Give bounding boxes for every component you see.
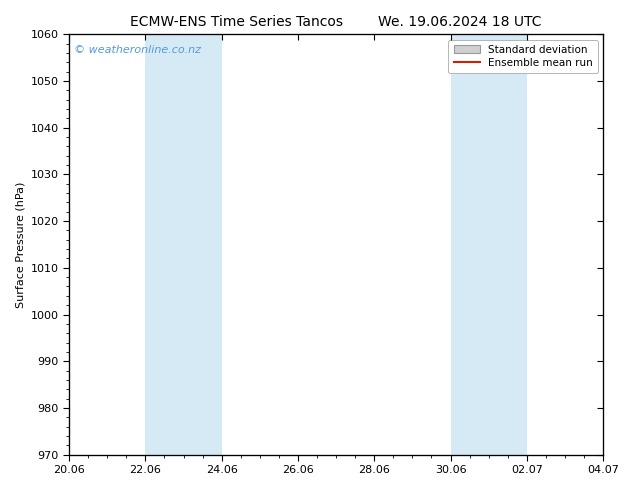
Y-axis label: Surface Pressure (hPa): Surface Pressure (hPa) <box>15 181 25 308</box>
Title: ECMW-ENS Time Series Tancos        We. 19.06.2024 18 UTC: ECMW-ENS Time Series Tancos We. 19.06.20… <box>131 15 542 29</box>
Legend: Standard deviation, Ensemble mean run: Standard deviation, Ensemble mean run <box>448 40 598 73</box>
Bar <box>145 34 222 455</box>
Bar <box>451 34 527 455</box>
Text: © weatheronline.co.nz: © weatheronline.co.nz <box>74 45 202 55</box>
